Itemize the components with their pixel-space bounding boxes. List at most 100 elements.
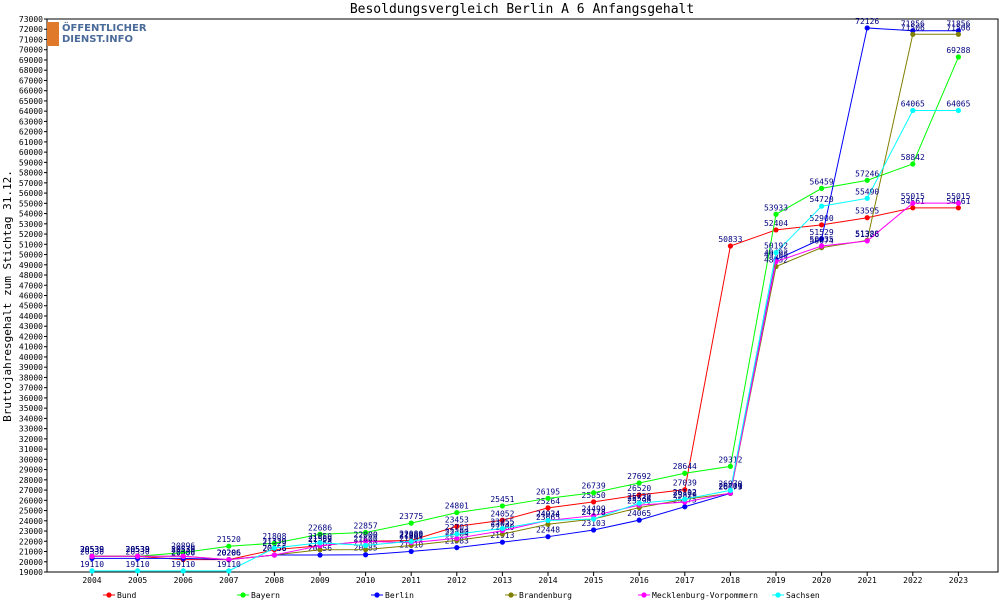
logo: ÖFFENTLICHER DIENST.INFO [47,22,161,46]
data-label: 51529 [810,228,834,237]
data-point [408,520,414,526]
data-point [180,553,186,559]
y-tick-label: 19000 [19,568,43,577]
legend-marker [106,592,112,598]
data-label: 55490 [855,187,879,196]
data-point [591,527,597,533]
data-label: 20896 [171,542,195,551]
data-label: 22000 [399,530,423,539]
data-label: 26102 [673,488,697,497]
legend-label: Sachsen [786,591,820,600]
data-point [819,236,825,242]
y-tick-label: 54000 [19,210,43,219]
y-tick-label: 59000 [19,158,43,167]
data-label: 52404 [764,219,788,228]
plot-frame [46,18,999,573]
series-line [92,207,959,561]
data-label: 20206 [217,549,241,558]
x-tick-label: 2004 [82,576,101,585]
data-label: 26739 [582,482,606,491]
data-label: 20539 [171,545,195,554]
data-point [864,177,870,183]
data-label: 24801 [445,502,469,511]
data-label: 25264 [536,497,560,506]
y-tick-label: 53000 [19,220,43,229]
data-point [545,495,551,501]
logo-line2: DIENST.INFO [62,34,133,45]
data-label: 20539 [126,545,150,554]
y-tick-label: 32000 [19,435,43,444]
data-point [363,538,369,544]
data-label: 51388 [855,229,879,238]
y-tick-label: 43000 [19,322,43,331]
x-tick-label: 2011 [402,576,421,585]
data-point [955,31,962,37]
series-line [92,56,959,557]
series-line [92,27,959,561]
y-tick-label: 27000 [19,486,43,495]
x-tick-label: 2023 [949,576,968,585]
data-point [955,28,962,34]
y-tick-label: 33000 [19,425,43,434]
data-label: 71506 [901,23,925,32]
y-tick-label: 35000 [19,404,43,413]
y-tick-label: 24000 [19,517,43,526]
data-point [545,521,551,527]
data-label: 26520 [627,484,651,493]
data-point [454,523,460,529]
y-tick-label: 40000 [19,353,43,362]
data-point [819,203,825,209]
y-tick-label: 30000 [19,455,43,464]
y-tick-label: 57000 [19,179,43,188]
legend-label: Brandenburg [519,591,572,600]
data-label: 26701 [718,482,742,491]
chart-title: Besoldungsvergleich Berlin A 6 Anfangsge… [350,2,694,17]
data-label: 64065 [901,100,925,109]
data-label: 54720 [810,195,834,204]
series-line [92,202,959,561]
data-label: 71856 [946,20,970,29]
y-tick-label: 55000 [19,199,43,208]
data-point [271,545,277,551]
x-tick-label: 2014 [538,576,557,585]
data-point [864,215,870,221]
data-label: 23775 [399,512,423,521]
legend-marker [775,592,781,598]
y-tick-label: 71000 [19,35,43,44]
data-point [408,538,414,544]
plot-area: 1900020000210002200023000240002500026000… [19,15,999,600]
y-tick-label: 37000 [19,384,43,393]
data-point [819,222,825,228]
series-line [92,33,959,561]
y-axis-label: Bruttojahresgehalt zum Stichtag 31.12. [1,170,14,422]
data-label: 20539 [80,545,104,554]
data-point [499,503,505,509]
data-label: 20539 [126,545,150,554]
data-point [819,185,825,191]
data-point [226,568,232,574]
data-point [363,542,369,548]
x-tick-label: 2008 [265,576,284,585]
y-tick-label: 20000 [19,558,43,567]
x-tick-label: 2007 [219,576,238,585]
legend-label: Berlin [385,591,414,600]
data-label: 71506 [946,23,970,32]
data-point [636,480,642,486]
data-point [819,243,825,249]
data-point [226,557,232,563]
data-label: 26195 [536,487,560,496]
logo-mark [47,22,59,46]
data-point [682,496,688,502]
data-point [591,490,597,496]
y-tick-label: 70000 [19,46,43,55]
data-point [955,107,962,114]
y-tick-label: 45000 [19,302,43,311]
data-label: 28644 [673,462,697,471]
data-point [955,200,962,206]
data-point [317,552,323,558]
data-point [682,487,688,493]
data-point [454,509,460,516]
data-label: 71856 [901,20,925,29]
data-label: 24034 [536,509,560,518]
data-label: 20206 [217,549,241,558]
